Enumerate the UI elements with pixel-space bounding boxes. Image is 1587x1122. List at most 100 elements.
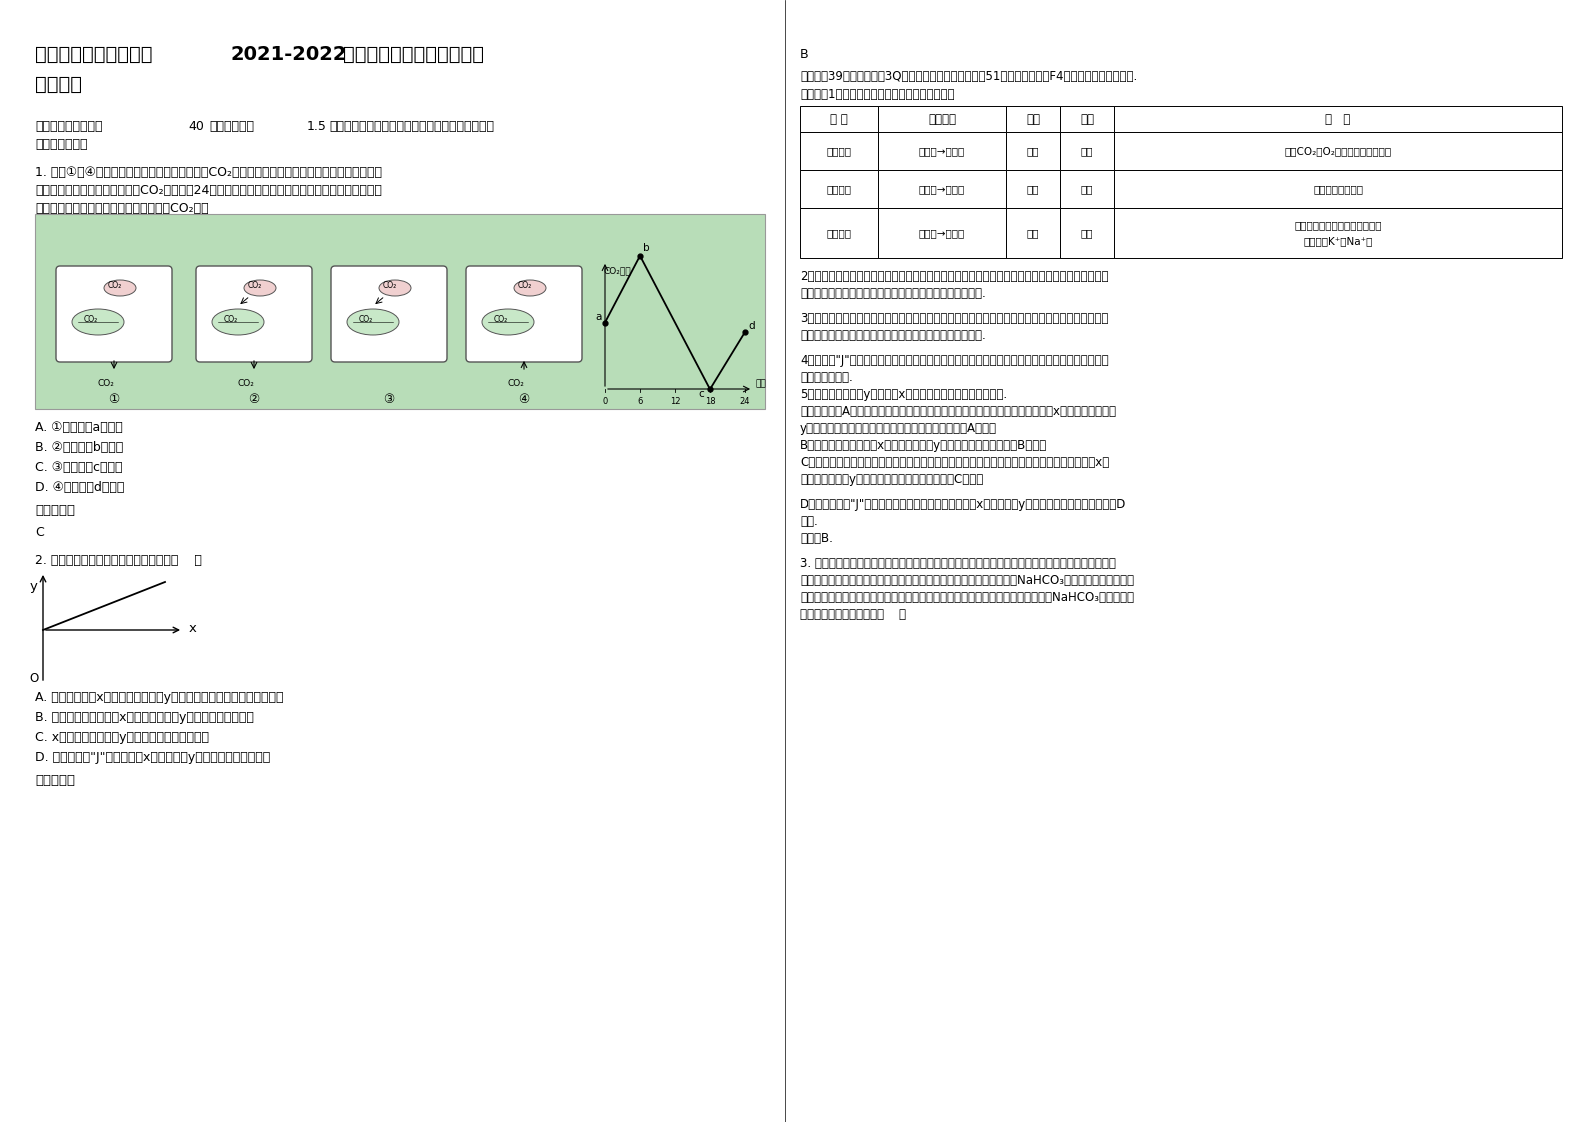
- Text: 关系。有关分析正确的是（    ）: 关系。有关分析正确的是（ ）: [800, 608, 906, 620]
- Text: CO₂: CO₂: [382, 280, 397, 289]
- Bar: [800, 208, 878, 258]
- Text: CO₂: CO₂: [248, 280, 262, 289]
- Bar: [1114, 208, 1562, 258]
- FancyBboxPatch shape: [35, 214, 765, 410]
- Text: 2021-2022: 2021-2022: [232, 45, 348, 64]
- FancyBboxPatch shape: [332, 266, 448, 362]
- Text: 题目要求的。）: 题目要求的。）: [35, 138, 87, 151]
- Text: 1.5: 1.5: [306, 120, 327, 134]
- Text: 故选：B.: 故选：B.: [800, 532, 833, 545]
- Text: 葡萄糖、K⁺、Na⁺等: 葡萄糖、K⁺、Na⁺等: [1303, 236, 1373, 246]
- Text: 需要: 需要: [1081, 228, 1093, 238]
- Bar: [1060, 171, 1114, 208]
- Text: 12: 12: [670, 397, 681, 406]
- Text: y: y: [30, 579, 38, 592]
- Text: 错误.: 错误.: [800, 515, 817, 528]
- Text: C: C: [35, 526, 44, 539]
- Text: CO₂浓度: CO₂浓度: [603, 266, 630, 275]
- Text: C. x细胞分化的过程与y细胞内染色体种类的关系: C. x细胞分化的过程与y细胞内染色体种类的关系: [35, 732, 209, 744]
- Text: 无限增长的情况.: 无限增长的情况.: [800, 371, 852, 384]
- FancyBboxPatch shape: [467, 266, 582, 362]
- Text: B. 底物浓度足够大时，x－－酶的浓度与y－－反应速率的关系: B. 底物浓度足够大时，x－－酶的浓度与y－－反应速率的关系: [35, 711, 254, 724]
- Ellipse shape: [71, 309, 124, 335]
- Text: C、细胞分化的实质是基因的选择性表达，因此细胞分化过程中，染色体种类不发生改变，所以x细: C、细胞分化的实质是基因的选择性表达，因此细胞分化过程中，染色体种类不发生改变，…: [800, 456, 1109, 469]
- Ellipse shape: [348, 309, 398, 335]
- Text: 水、CO₂、O₂、甘油、苯、酒精等: 水、CO₂、O₂、甘油、苯、酒精等: [1284, 146, 1392, 156]
- Bar: [878, 132, 1006, 171]
- Text: 分。在每小题给出的四个选项中，只有一项是符合: 分。在每小题给出的四个选项中，只有一项是符合: [329, 120, 494, 134]
- Text: B: B: [800, 48, 809, 61]
- Text: 栽培实验，他们对室内空气中的CO₂含量进行24小时监测，并根据数据绘制了如下图所示的曲线。下: 栽培实验，他们对室内空气中的CO₂含量进行24小时监测，并根据数据绘制了如下图所…: [35, 184, 382, 197]
- Text: D. ④与曲线中d点相符: D. ④与曲线中d点相符: [35, 481, 124, 494]
- Text: c: c: [698, 389, 703, 399]
- Bar: [1114, 105, 1562, 132]
- Bar: [1060, 105, 1114, 132]
- Text: 低浓度→高浓度: 低浓度→高浓度: [919, 228, 965, 238]
- Text: x: x: [189, 622, 197, 635]
- Text: 越高，化学反应速率越快，但酶不能改变化学反应的平衡点.: 越高，化学反应速率越快，但酶不能改变化学反应的平衡点.: [800, 287, 986, 300]
- Bar: [1060, 132, 1114, 171]
- Text: 小题，每小题: 小题，每小题: [209, 120, 254, 134]
- Text: 生稳定性差异的过程，细胞分化的实质是基因的选择性表达.: 生稳定性差异的过程，细胞分化的实质是基因的选择性表达.: [800, 329, 986, 342]
- Text: 3、细胞分化是指在个体发育中，由一个或一种细胞增殖产生的后代，在形态、结构和生理功能上发: 3、细胞分化是指在个体发育中，由一个或一种细胞增殖产生的后代，在形态、结构和生理…: [800, 312, 1108, 325]
- Text: 4、种群的"J"型增长曲线：指数增长函数，描述在食物充足，无限空间，无天敌的理想条件下生物: 4、种群的"J"型增长曲线：指数增长函数，描述在食物充足，无限空间，无天敌的理想…: [800, 355, 1109, 367]
- Text: CO₂: CO₂: [224, 314, 238, 323]
- Bar: [1114, 132, 1562, 171]
- Text: 高浓度→低浓度: 高浓度→低浓度: [919, 184, 965, 194]
- Text: ③: ③: [384, 393, 395, 405]
- Text: 学年高三生物上学期期末试: 学年高三生物上学期期末试: [343, 45, 484, 64]
- Text: 协助扩散: 协助扩散: [827, 184, 852, 194]
- Text: 福建省宁德市东源中学: 福建省宁德市东源中学: [35, 45, 152, 64]
- Bar: [1006, 105, 1060, 132]
- Bar: [1114, 171, 1562, 208]
- Text: CO₂: CO₂: [517, 280, 532, 289]
- Bar: [800, 171, 878, 208]
- Text: 3. 如图为研究光合作用的实验装置，用打孔器在某植物的叶片上打出多个叶圆片，再用气泵抽出叶片: 3. 如图为研究光合作用的实验装置，用打孔器在某植物的叶片上打出多个叶圆片，再用…: [800, 557, 1116, 570]
- Text: 【考点】39：酶的特性；3Q：有氧呼吸的过程和意义；51：细胞的分化；F4：种群数量的变化曲线.: 【考点】39：酶的特性；3Q：有氧呼吸的过程和意义；51：细胞的分化；F4：种群…: [800, 70, 1138, 83]
- Text: CO₂: CO₂: [84, 314, 98, 323]
- Text: B. ②与曲线中b点相符: B. ②与曲线中b点相符: [35, 441, 124, 454]
- Text: C. ③与曲线中c点相符: C. ③与曲线中c点相符: [35, 461, 122, 473]
- Text: 2、酶能降低化学反应的活化能，提高化学反应速率，在底物充足，其它条件不变的情况下，酶浓度: 2、酶能降低化学反应的活化能，提高化学反应速率，在底物充足，其它条件不变的情况下…: [800, 270, 1108, 283]
- Text: 能量: 能量: [1081, 112, 1093, 126]
- Ellipse shape: [105, 280, 136, 296]
- Text: 2. 下列各项描述符合图中变化规律的是（    ）: 2. 下列各项描述符合图中变化规律的是（ ）: [35, 554, 202, 567]
- Text: CO₂: CO₂: [359, 314, 373, 323]
- Text: 6: 6: [638, 397, 643, 406]
- Bar: [878, 105, 1006, 132]
- Text: O: O: [30, 672, 38, 686]
- Text: 不需: 不需: [1081, 146, 1093, 156]
- Text: 红细胞吸收葡萄糖: 红细胞吸收葡萄糖: [1312, 184, 1363, 194]
- Text: 时间: 时间: [755, 379, 767, 388]
- Text: 实   例: 实 例: [1325, 112, 1351, 126]
- Text: ②: ②: [249, 393, 260, 405]
- Text: ①: ①: [108, 393, 119, 405]
- Text: B、底物浓度足够大时，x－－酶的浓度与y－－反应速率呈正相关，B正确；: B、底物浓度足够大时，x－－酶的浓度与y－－反应速率呈正相关，B正确；: [800, 439, 1047, 452]
- Bar: [1006, 171, 1060, 208]
- Text: 胞分化的过程与y细胞内染色体种类不呈正相关，C错误；: 胞分化的过程与y细胞内染色体种类不呈正相关，C错误；: [800, 473, 984, 486]
- Ellipse shape: [244, 280, 276, 296]
- Bar: [878, 171, 1006, 208]
- Text: 参考答案：: 参考答案：: [35, 504, 75, 517]
- Text: A. 适宜条件下，x－－氧气的浓度与y－－葡萄糖进入细胞的速率的关系: A. 适宜条件下，x－－氧气的浓度与y－－葡萄糖进入细胞的速率的关系: [35, 691, 284, 703]
- Text: D. 种群数量呈"J"型增长时，x－－时间与y－－种群增长率的关系: D. 种群数量呈"J"型增长时，x－－时间与y－－种群增长率的关系: [35, 751, 270, 764]
- Text: 小肠绒毛上皮细胞吸收氨基酸、: 小肠绒毛上皮细胞吸收氨基酸、: [1295, 220, 1382, 230]
- Text: d: d: [747, 321, 755, 331]
- Text: a: a: [595, 312, 601, 322]
- Text: 自由扩散: 自由扩散: [827, 146, 852, 156]
- Bar: [800, 132, 878, 171]
- Bar: [800, 105, 878, 132]
- Text: 40: 40: [187, 120, 203, 134]
- Text: ④: ④: [519, 393, 530, 405]
- Text: CO₂: CO₂: [238, 379, 256, 388]
- Text: D、种群数量呈"J"型增长时，种群增长率不变，这过程x－－时间与y－－种群增长率不呈正相关，D: D、种群数量呈"J"型增长时，种群增长率不变，这过程x－－时间与y－－种群增长率…: [800, 498, 1127, 511]
- Text: 一、选择题（本题共: 一、选择题（本题共: [35, 120, 103, 134]
- Text: 【分析】1、小分子物质跨膜运输的方式和特点：: 【分析】1、小分子物质跨膜运输的方式和特点：: [800, 88, 954, 101]
- Text: 照，测量每个培养皿中叶圆片上浮至液面所用的平均时间，以研究光合作用速率与NaHCO₃溶液浓度的: 照，测量每个培养皿中叶圆片上浮至液面所用的平均时间，以研究光合作用速率与NaHC…: [800, 591, 1135, 604]
- Text: 【解答】答：A、葡萄糖进入红细胞的方式是协助扩散，该过程不消耗能量，所以x－－氧气的浓度与: 【解答】答：A、葡萄糖进入红细胞的方式是协助扩散，该过程不消耗能量，所以x－－氧…: [800, 405, 1116, 419]
- Text: 24: 24: [740, 397, 751, 406]
- Ellipse shape: [213, 309, 263, 335]
- Text: 列分析正确的是（忽略土壤微生物产生的CO₂量）: 列分析正确的是（忽略土壤微生物产生的CO₂量）: [35, 202, 208, 215]
- Ellipse shape: [379, 280, 411, 296]
- Text: 不需: 不需: [1081, 184, 1093, 194]
